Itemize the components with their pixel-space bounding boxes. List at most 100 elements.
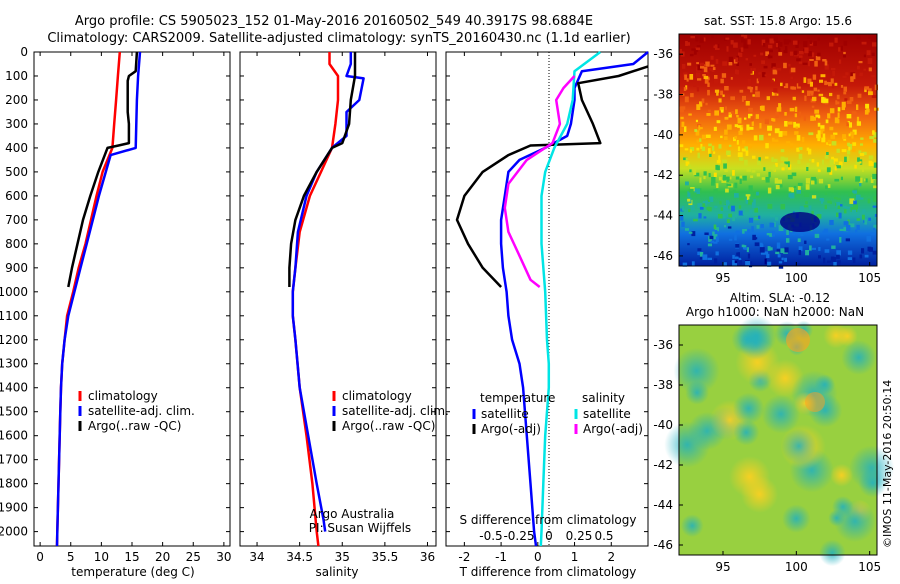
sst-cell (814, 109, 820, 114)
sst-cell (739, 89, 744, 93)
sla-cell (830, 463, 854, 487)
sst-cell (722, 175, 726, 181)
legend-label: Argo(..raw -QC) (342, 419, 435, 433)
sst-cell (723, 213, 726, 219)
sst-cell (769, 233, 773, 237)
sst-cell (829, 170, 833, 175)
sst-cell (842, 75, 847, 78)
sst-cell (693, 188, 697, 193)
sst-cell (824, 60, 828, 66)
sst-cell (688, 113, 692, 116)
depth-tick-label: 1200 (0, 333, 28, 347)
sst-cell (834, 166, 837, 171)
sst-cell (776, 242, 781, 249)
sst-cell (784, 46, 788, 50)
sst-cell (803, 205, 808, 208)
temperature-plot-frame (33, 51, 231, 547)
sst-cell (851, 111, 857, 117)
sst-cell (861, 41, 867, 45)
sst-cell (826, 167, 831, 173)
sst-cell (734, 136, 737, 139)
sst-cell (746, 124, 750, 131)
sst-cell (695, 36, 699, 42)
sst-cell (836, 165, 841, 169)
sla-cell (732, 392, 765, 425)
sst-cell (755, 91, 760, 98)
sst-cell (843, 86, 847, 92)
sst-cell (713, 189, 718, 193)
sst-cell (791, 172, 797, 177)
s-diff-tick-label: 0.5 (594, 529, 613, 543)
x-tick-label: 0 (534, 550, 542, 564)
sst-cell (681, 221, 685, 227)
sst-cell (783, 157, 788, 162)
sst-cell (745, 194, 751, 197)
sst-cell (845, 238, 850, 242)
sst-cell (837, 204, 843, 207)
sst-cell (828, 82, 833, 87)
sst-cell (748, 113, 753, 119)
sst-cell (708, 148, 711, 154)
sst-cell (852, 257, 856, 264)
sst-cell (855, 176, 861, 182)
sst-cell (796, 58, 801, 62)
sst-cell (717, 213, 723, 219)
sst-cell (745, 101, 750, 106)
sst-cell (759, 242, 763, 246)
sst-cell (856, 35, 861, 40)
sst-cell (742, 230, 745, 234)
sst-cell (764, 156, 769, 159)
x-tick-label: 1 (571, 550, 579, 564)
depth-tick-label: 500 (5, 165, 28, 179)
sst-cell (717, 43, 720, 49)
sst-cell (871, 162, 874, 167)
sst-cell (742, 95, 746, 101)
sst-cell (707, 199, 711, 202)
sst-cell (758, 157, 761, 162)
sst-cell (771, 79, 774, 84)
sst-cell (843, 91, 847, 95)
sst-cell (872, 196, 876, 202)
sst-cell (776, 249, 780, 254)
sst-cell (749, 261, 753, 268)
depth-axis: 0 100 200 300 400 500 600 700 800 900 1000 1100 1200… (0, 45, 648, 539)
sst-cell (833, 132, 838, 135)
map-y-tick-label: -42 (653, 458, 673, 472)
depth-tick-label: 1100 (0, 309, 28, 323)
sst-cell (764, 118, 769, 125)
sla-cell (680, 514, 704, 538)
sst-cell (751, 120, 754, 127)
sst-cell (767, 187, 772, 194)
sst-cell (728, 112, 732, 115)
sst-cell (695, 130, 700, 136)
sst-cell (852, 73, 856, 80)
sst-cell (728, 238, 733, 241)
sst-cell (872, 42, 877, 47)
sst-cell (687, 191, 691, 198)
sst-cell (784, 112, 787, 116)
sst-cell (724, 136, 728, 140)
sst-cell (748, 107, 753, 113)
sst-cell (813, 41, 817, 46)
sst-cell (745, 260, 751, 266)
sst-cell (778, 225, 784, 231)
sst-cell (856, 116, 860, 123)
sst-cell (838, 47, 841, 52)
legend-label: climatology (342, 389, 412, 403)
sst-cell (806, 147, 810, 151)
t-difference-axis-label: T difference from climatology (459, 565, 637, 579)
sst-cell (688, 231, 693, 234)
sst-cell (837, 112, 840, 119)
sst-cell (689, 53, 694, 57)
sst-cell (697, 64, 702, 71)
sst-cell (733, 42, 738, 48)
sst-cell (736, 62, 739, 66)
sst-cell (761, 177, 765, 180)
sst-cell (726, 150, 731, 156)
map-x-tick-label: 105 (858, 271, 881, 285)
legend-label: Argo(-adj) (481, 422, 541, 436)
legend-title-temperature: temperature (480, 391, 555, 405)
sla-map-title-line2: Argo h1000: NaN h2000: NaN (686, 305, 864, 319)
sst-cell (818, 115, 821, 119)
